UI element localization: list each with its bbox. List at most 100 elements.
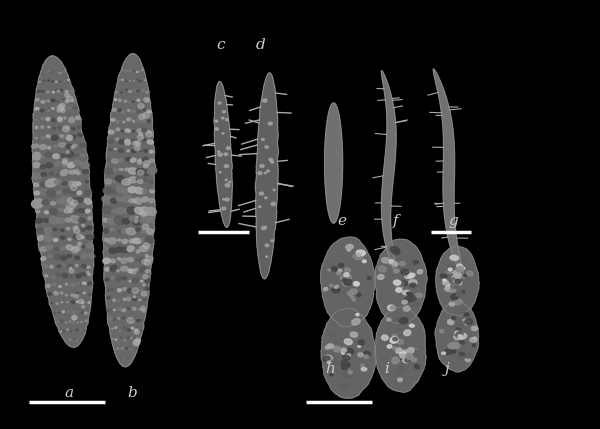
Ellipse shape (448, 268, 452, 271)
Ellipse shape (40, 165, 46, 169)
Ellipse shape (112, 109, 116, 111)
Ellipse shape (33, 162, 40, 168)
Ellipse shape (56, 303, 58, 304)
Ellipse shape (48, 255, 52, 257)
Ellipse shape (446, 268, 453, 273)
Ellipse shape (440, 274, 447, 278)
Ellipse shape (56, 191, 62, 194)
Ellipse shape (126, 81, 127, 82)
Ellipse shape (118, 109, 122, 112)
Ellipse shape (82, 264, 86, 268)
Ellipse shape (138, 150, 142, 152)
Ellipse shape (328, 331, 334, 336)
Ellipse shape (403, 290, 410, 295)
Ellipse shape (77, 242, 82, 245)
Ellipse shape (69, 170, 75, 174)
Ellipse shape (35, 127, 38, 129)
Ellipse shape (57, 100, 59, 102)
Ellipse shape (137, 79, 139, 81)
Ellipse shape (265, 227, 266, 228)
Ellipse shape (108, 130, 114, 134)
Ellipse shape (57, 109, 62, 112)
Ellipse shape (35, 108, 39, 110)
Ellipse shape (122, 317, 125, 319)
Ellipse shape (61, 229, 64, 232)
Ellipse shape (148, 198, 155, 203)
Ellipse shape (403, 318, 407, 321)
Ellipse shape (128, 91, 131, 93)
Ellipse shape (400, 354, 406, 358)
Ellipse shape (77, 283, 79, 284)
Ellipse shape (46, 284, 50, 287)
Ellipse shape (143, 275, 148, 279)
Ellipse shape (454, 335, 460, 338)
Ellipse shape (138, 103, 144, 109)
Ellipse shape (145, 270, 149, 273)
Ellipse shape (74, 294, 79, 298)
Ellipse shape (86, 235, 94, 239)
Ellipse shape (58, 117, 62, 122)
Ellipse shape (378, 266, 386, 272)
Ellipse shape (132, 199, 136, 203)
Ellipse shape (52, 81, 53, 82)
Ellipse shape (137, 118, 142, 122)
Ellipse shape (56, 90, 60, 91)
Ellipse shape (118, 230, 121, 233)
Ellipse shape (59, 312, 60, 313)
Ellipse shape (67, 96, 73, 102)
Ellipse shape (125, 129, 130, 132)
Ellipse shape (45, 179, 58, 187)
Ellipse shape (59, 208, 63, 211)
Ellipse shape (149, 190, 154, 193)
Ellipse shape (136, 138, 143, 143)
Ellipse shape (146, 92, 148, 93)
Ellipse shape (122, 228, 130, 234)
Ellipse shape (145, 256, 153, 261)
Ellipse shape (401, 350, 409, 355)
Ellipse shape (340, 275, 347, 280)
Ellipse shape (57, 199, 63, 204)
Text: d: d (256, 38, 266, 52)
Ellipse shape (119, 99, 121, 101)
Ellipse shape (140, 168, 150, 176)
Ellipse shape (225, 179, 227, 181)
Ellipse shape (145, 278, 151, 283)
Ellipse shape (115, 326, 117, 329)
Polygon shape (325, 103, 343, 223)
Ellipse shape (388, 305, 395, 311)
Ellipse shape (67, 151, 74, 157)
Ellipse shape (72, 311, 74, 313)
Ellipse shape (62, 165, 67, 167)
Ellipse shape (67, 329, 68, 330)
Ellipse shape (107, 139, 113, 143)
Ellipse shape (451, 283, 458, 288)
Ellipse shape (71, 116, 73, 118)
Ellipse shape (59, 285, 61, 287)
Ellipse shape (62, 273, 68, 278)
Ellipse shape (112, 288, 114, 290)
Ellipse shape (377, 275, 384, 280)
Ellipse shape (67, 106, 71, 109)
Ellipse shape (133, 296, 136, 298)
Ellipse shape (142, 228, 148, 233)
Ellipse shape (346, 354, 350, 357)
Ellipse shape (132, 278, 140, 283)
Ellipse shape (79, 208, 85, 213)
Ellipse shape (62, 126, 70, 132)
Ellipse shape (131, 150, 136, 153)
Ellipse shape (413, 349, 416, 351)
Ellipse shape (40, 247, 47, 251)
Ellipse shape (356, 253, 361, 257)
Ellipse shape (331, 360, 340, 366)
Ellipse shape (394, 280, 401, 285)
Ellipse shape (225, 198, 229, 201)
Ellipse shape (403, 306, 410, 311)
Ellipse shape (82, 302, 84, 304)
Ellipse shape (126, 348, 127, 349)
Ellipse shape (122, 287, 127, 290)
Ellipse shape (410, 302, 418, 308)
Ellipse shape (48, 80, 50, 81)
Ellipse shape (325, 355, 332, 362)
Ellipse shape (127, 329, 130, 331)
Ellipse shape (63, 264, 65, 266)
